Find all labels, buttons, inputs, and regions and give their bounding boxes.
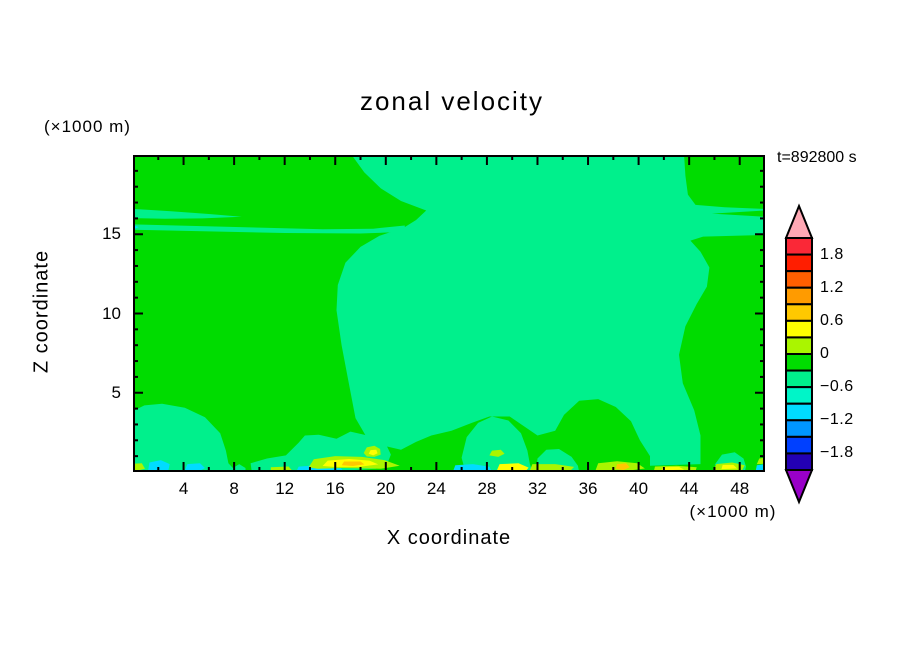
contour-region-corner-chartreuse [133, 463, 145, 471]
colorbar-segment-2 [785, 270, 813, 289]
contour-region-cyan-speck-left-1 [148, 460, 170, 471]
contour-region-yellow-core-r [721, 464, 738, 470]
y-axis-title: Z coordinate [30, 249, 53, 374]
colorbar-segment-12 [785, 435, 813, 455]
contour-region-gold-speck-right [615, 463, 630, 471]
time-annotation: t=892800 s [777, 149, 857, 166]
y-tick-label-5: 5 [111, 382, 121, 402]
x-tick-label-4: 4 [178, 479, 189, 498]
x-tick-label-28: 28 [477, 479, 497, 498]
colorbar-tick-label-0: 0 [820, 345, 830, 362]
contour-region-yellow-core-b [368, 449, 378, 456]
contour-region-central-springgreen-mass [336, 155, 765, 466]
contour-region-left-wedge [133, 208, 242, 219]
plot-frame [133, 155, 765, 472]
contour-region-bottom-mid-blob [461, 416, 533, 472]
colorbar-segment-8 [785, 369, 813, 389]
contour-plot-area [133, 155, 765, 472]
colorbar-segment-13 [785, 452, 813, 472]
contour-region-chart-redge [756, 457, 765, 465]
colorbar-segment-9 [785, 386, 813, 405]
x-axis-title: X coordinate [386, 527, 512, 549]
contour-region-yellow-bit-42 [661, 466, 685, 471]
colorbar-segment-1 [785, 253, 813, 273]
x-tick-label-8: 8 [229, 479, 239, 498]
x-tick-label-40: 40 [629, 479, 649, 498]
y-axis-unit-label: (×1000 m) [44, 117, 131, 136]
y-tick-label-15: 15 [102, 224, 121, 244]
colorbar-under-arrow [784, 469, 814, 505]
contour-region-gold-core-a [341, 461, 365, 466]
colorbar-segment-11 [785, 419, 813, 438]
chart-title: zonal velocity [359, 86, 545, 116]
colorbar-tick-label-1.2: 1.2 [820, 278, 844, 296]
x-tick-label-24: 24 [426, 479, 446, 498]
colorbar-tick-label-1.8: 1.8 [820, 245, 844, 263]
x-tick-label-16: 16 [325, 479, 345, 498]
contour-region-cyan-speck-left-2 [184, 463, 205, 472]
colorbar-segment-10 [785, 402, 813, 422]
x-tick-label-32: 32 [528, 479, 547, 498]
contour-region-chart-fleck-mid [489, 449, 505, 457]
x-tick-label-20: 20 [376, 479, 396, 498]
y-tick-label-10: 10 [102, 303, 121, 323]
colorbar-segment-3 [785, 286, 813, 306]
x-tick-label-48: 48 [730, 479, 750, 498]
x-tick-label-36: 36 [578, 479, 598, 498]
x-axis-unit-label: (×1000 m) [689, 502, 777, 521]
colorbar-segment-0 [785, 237, 813, 256]
colorbar-tick-label-−1.8: −1.8 [820, 444, 854, 462]
colorbar-segment-4 [785, 303, 813, 322]
colorbar-tick-label-−1.2: −1.2 [820, 411, 854, 429]
colorbar-segment-7 [785, 353, 813, 372]
colorbar-tick-label-−0.6: −0.6 [820, 378, 854, 396]
colorbar-over-arrow [784, 203, 814, 239]
x-tick-label-12: 12 [275, 479, 295, 498]
contour-region-bottom-left-blob [133, 403, 246, 472]
colorbar-tick-label-0.6: 0.6 [820, 311, 844, 329]
colorbar-segment-6 [785, 336, 813, 356]
colorbar [784, 203, 814, 505]
contour-region-left-thin-stripe [133, 224, 405, 234]
x-tick-label-44: 44 [679, 479, 699, 498]
contour-region-green-needle-right [711, 210, 765, 217]
colorbar-segment-5 [785, 319, 813, 339]
